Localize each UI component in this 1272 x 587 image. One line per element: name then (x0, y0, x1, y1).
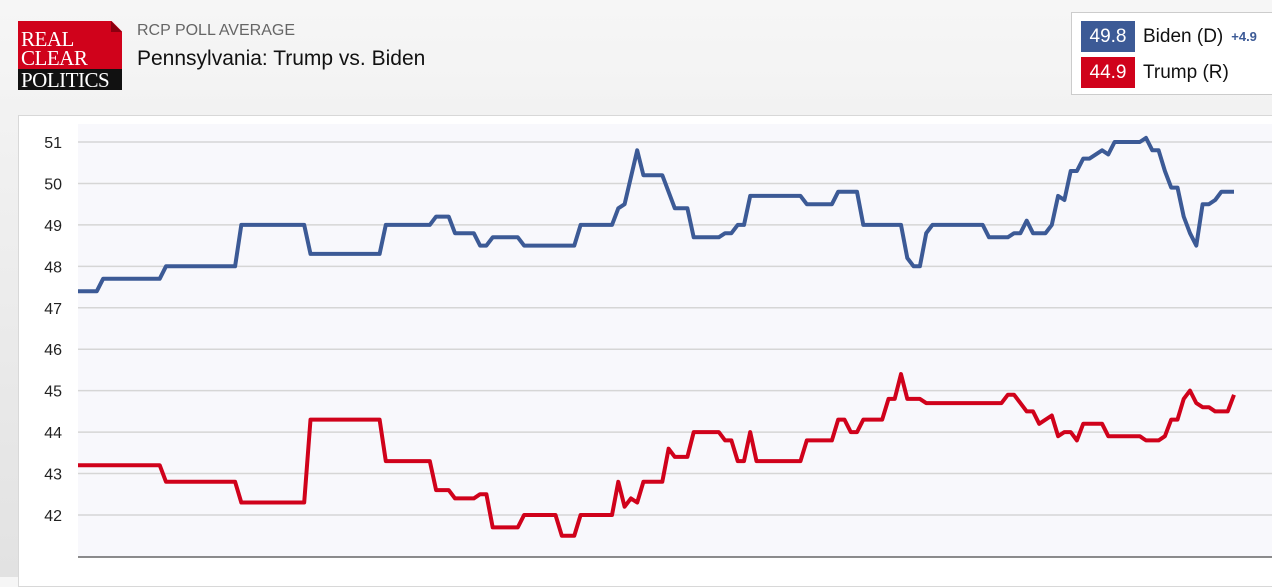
y-tick-label: 49 (44, 218, 62, 235)
y-tick-label: 48 (44, 259, 62, 276)
logo-text-clear: CLEAR (21, 46, 88, 70)
y-tick-label: 46 (44, 342, 62, 359)
subtitle: RCP POLL AVERAGE (137, 22, 295, 39)
legend-item-biden: 49.8 Biden (D) +4.9 (1081, 21, 1257, 52)
logo-red-block (18, 21, 122, 69)
legend: 49.8 Biden (D) +4.9 44.9 Trump (R) (1071, 12, 1272, 95)
rcp-logo[interactable]: REAL CLEAR POLITICS (18, 21, 122, 92)
logo-text-politics: POLITICS (21, 68, 110, 92)
y-tick-label: 44 (44, 425, 62, 442)
trump-label: Trump (R) (1143, 61, 1229, 83)
y-tick-label: 51 (44, 135, 62, 152)
series-line-biden (78, 135, 1234, 294)
page-title: Pennsylvania: Trump vs. Biden (137, 47, 426, 70)
y-tick-label: 43 (44, 467, 62, 484)
plot-area (78, 124, 1272, 557)
logo-black-block (18, 69, 122, 90)
y-tick-label: 45 (44, 384, 62, 401)
legend-item-trump: 44.9 Trump (R) (1081, 57, 1229, 88)
logo-fold (111, 21, 122, 32)
spread-value: +4.9 (1231, 29, 1257, 44)
y-tick-label: 50 (44, 176, 62, 193)
y-tick-label: 47 (44, 301, 62, 318)
y-tick-label: 42 (44, 508, 62, 525)
biden-value-badge: 49.8 (1081, 21, 1135, 52)
trump-value-badge: 44.9 (1081, 57, 1135, 88)
series-line-trump (78, 372, 1236, 538)
logo-text-real: REAL (21, 27, 74, 51)
biden-label: Biden (D) (1143, 25, 1224, 47)
